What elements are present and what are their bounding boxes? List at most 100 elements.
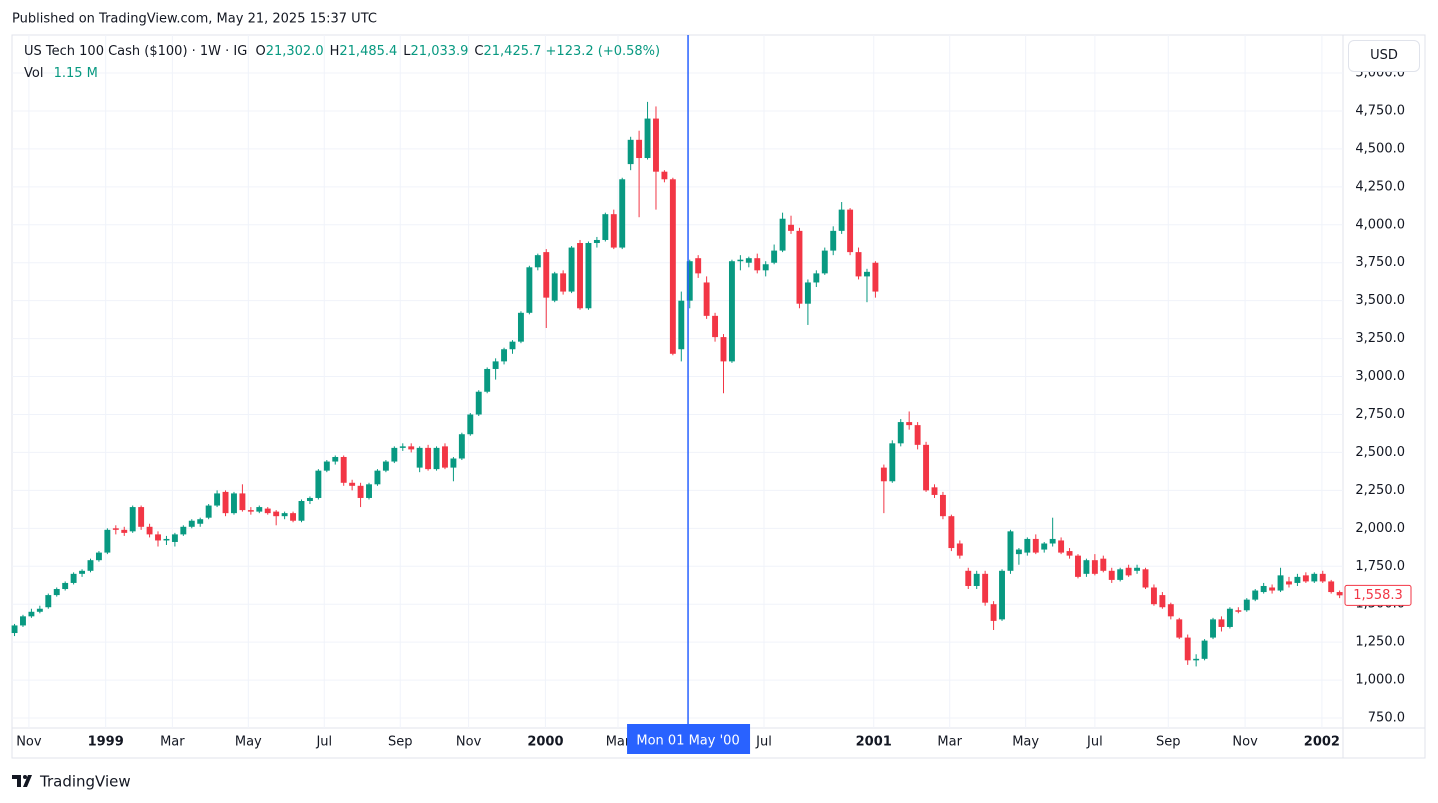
candle-body [577,243,583,309]
candle-body [1302,575,1309,582]
y-tick-label: 4,000.0 [1355,217,1405,232]
candle-body [349,482,356,486]
candle-body [923,444,930,491]
candle-body [1142,569,1149,588]
candle-body [1015,549,1022,555]
grid [12,35,1343,728]
candle-body [1108,570,1115,580]
candle-body [129,507,136,532]
candle-body [1193,658,1200,661]
y-tick-label: 2,750.0 [1355,407,1405,422]
legend-value: 21,425.7 [483,44,542,59]
candle-body [796,230,803,304]
legend-value: 21,033.9 [410,44,469,59]
candle-body [593,239,600,244]
candle-body [408,446,415,450]
brand-name: TradingView [39,773,131,791]
last-price-label: 1,558.3 [1353,588,1403,603]
candle-body [1125,567,1132,576]
candle-body [627,139,634,165]
candle-body [442,446,448,468]
last-price-box [1344,584,1412,606]
candle-body [948,516,955,549]
crosshair-label-box [627,724,751,754]
candle-body [1235,610,1242,612]
candle-body [290,513,297,521]
legend-key: C [474,44,484,59]
candle-body [1083,560,1090,574]
candle-body [847,209,854,253]
candle-body [720,337,727,362]
candle-body [568,247,575,292]
candle-body [256,507,263,512]
candle-body [416,447,423,468]
candle-body [399,446,406,448]
candle-body [712,315,719,338]
candle-body [872,262,879,292]
candle-body [1066,551,1073,556]
candle-body [1007,531,1014,571]
candle-body [1091,560,1098,574]
candle-body [999,570,1005,620]
currency-button[interactable]: USD [1348,40,1420,72]
candle-body [36,608,43,612]
candle-body [112,528,119,530]
candle-body [560,273,567,292]
candle-body [619,179,626,248]
candle-body [1117,569,1124,580]
candle-body [1184,637,1191,661]
candle-body [686,261,693,301]
ohlc-legend: O21,302.0 H21,485.4 L21,033.9 C21,425.7 [251,44,541,59]
candle-body [1243,599,1250,611]
brand-logo [12,775,32,787]
y-tick-label: 750.0 [1368,711,1405,726]
candle-body [880,467,887,482]
candle-body [1286,581,1292,585]
x-tick-label: May [1012,735,1039,750]
candle-body [1201,640,1208,659]
x-tick-label: Nov [1232,735,1258,750]
candle-body [644,118,651,159]
candle-body [745,258,752,263]
candle-body [425,447,432,470]
candle-body [155,534,161,541]
candle-body [501,349,508,362]
candle-body [526,267,533,313]
legend-value: 21,485.4 [339,44,398,59]
legend-value: 21,302.0 [265,44,324,59]
candle-body [1032,538,1039,553]
candle-body [1336,592,1343,596]
candle-body [973,573,980,586]
candle-body [382,461,389,471]
candle-body [754,258,761,271]
y-tick-label: 1,000.0 [1355,673,1405,688]
candle-body [897,422,904,444]
volume-key: Vol [24,66,44,81]
y-tick-label: 4,500.0 [1355,141,1405,156]
y-tick-label: 4,750.0 [1355,103,1405,118]
candle-body [1176,619,1183,638]
candle-body [1167,604,1174,617]
candle-body [1311,573,1318,582]
candle-body [171,534,178,542]
candle-body [1100,558,1107,571]
candle-body [771,250,778,263]
candle-body [602,214,609,240]
candle-body [450,458,457,468]
candle-body [205,505,212,518]
candle-body [1210,619,1216,638]
candle-body [1226,608,1233,627]
y-tick-label: 3,750.0 [1355,255,1405,270]
candle-body [197,519,204,524]
candle-body [1218,619,1225,627]
x-tick-label: Mar [937,735,962,750]
candle-body [146,526,153,535]
candle-body [70,573,77,583]
candle-body [813,273,820,283]
candle-body [1134,567,1141,571]
candle-body [1277,575,1284,591]
candle-body [214,493,221,506]
candle-body [222,491,229,514]
